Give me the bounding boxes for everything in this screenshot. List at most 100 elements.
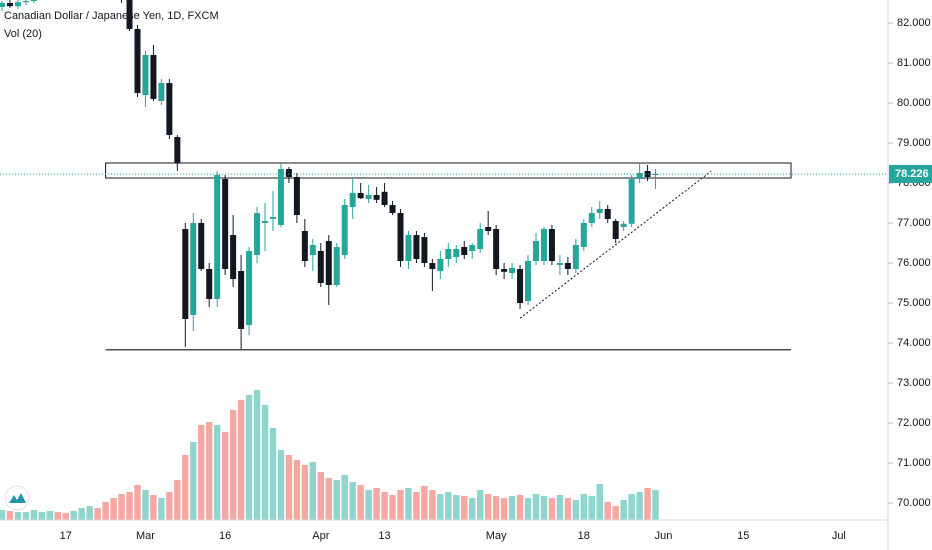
candle-body — [540, 229, 547, 261]
candle-body — [580, 223, 587, 247]
candle-body — [182, 229, 189, 319]
volume-bar — [150, 495, 157, 520]
candle-body — [620, 223, 627, 227]
volume-bar — [453, 495, 460, 520]
volume-bar — [421, 486, 428, 520]
volume-bar — [628, 494, 635, 520]
x-tick-label: Jul — [832, 530, 846, 542]
candle-body — [485, 227, 492, 231]
volume-bar — [110, 498, 117, 520]
resistance-zone — [105, 162, 792, 179]
candle-body — [150, 55, 157, 99]
candle-body — [461, 247, 468, 255]
volume-bar — [46, 511, 54, 520]
x-tick-label: 15 — [737, 530, 749, 542]
volume-bar — [437, 494, 444, 520]
volume-bar — [245, 395, 253, 520]
volume-bar — [357, 485, 364, 520]
candle-body — [214, 175, 221, 299]
candle-body — [158, 83, 165, 101]
candle-body — [596, 209, 603, 213]
x-tick-label: 17 — [60, 530, 72, 542]
volume-bar — [365, 490, 372, 520]
volume-bar — [317, 472, 324, 520]
volume-bar — [596, 484, 603, 520]
volume-bar — [309, 462, 317, 520]
candle-body — [190, 223, 197, 315]
volume-bar — [70, 511, 77, 520]
y-tick-label: 76.000 — [897, 257, 931, 269]
volume-bar — [14, 512, 22, 520]
volume-bar — [389, 495, 396, 520]
volume-bar — [413, 492, 420, 520]
volume-bar — [405, 488, 412, 520]
volume-bar — [102, 502, 109, 520]
candle-body — [365, 195, 372, 199]
candle-body — [349, 193, 356, 207]
candle-body — [652, 173, 659, 175]
volume-bar — [166, 492, 173, 520]
volume-bar — [30, 510, 38, 520]
volume-bar — [556, 495, 564, 520]
plot-area — [0, 0, 888, 520]
volume-bar — [22, 512, 30, 520]
candle-body — [493, 229, 500, 269]
volume-bar — [229, 410, 237, 520]
candle-body — [325, 241, 332, 285]
volume-bar — [269, 428, 277, 520]
x-tick-label: Mar — [136, 530, 155, 542]
volume-bar — [469, 498, 476, 520]
volume-bar — [500, 498, 508, 520]
candle-body — [445, 249, 452, 259]
candle-body — [246, 251, 253, 325]
candle-body — [126, 0, 133, 30]
y-tick-label: 75.000 — [897, 297, 931, 309]
volume-bar — [540, 496, 548, 520]
candle-body — [588, 213, 595, 223]
y-tick-label: 77.000 — [897, 217, 931, 229]
volume-bar — [6, 511, 14, 520]
candle-body — [166, 83, 173, 135]
volume-bar — [158, 498, 165, 520]
candle-body — [644, 171, 651, 177]
volume-bar — [221, 432, 229, 520]
candle-body — [604, 209, 611, 219]
candle-body — [389, 205, 396, 213]
volume-bar — [644, 488, 651, 520]
volume-bar — [54, 512, 61, 520]
volume-bar — [94, 508, 101, 520]
volume-bar — [349, 482, 356, 520]
candle-body — [22, 1, 29, 3]
volume-bar — [524, 498, 532, 520]
candle-body — [357, 193, 364, 199]
volume-bar — [341, 475, 348, 520]
volume-bar — [373, 488, 380, 520]
x-tick-label: 18 — [578, 530, 590, 542]
volume-bar — [253, 390, 261, 520]
volume-bar — [588, 496, 595, 520]
x-tick-label: Jun — [655, 530, 673, 542]
candle-body — [285, 169, 292, 177]
volume-bar — [134, 485, 141, 520]
y-tick-label: 70.000 — [897, 497, 931, 509]
volume-bar — [261, 405, 269, 520]
x-tick-label: 16 — [219, 530, 231, 542]
x-tick-label: Apr — [312, 530, 329, 542]
volume-bar — [461, 496, 468, 520]
candle-body — [254, 213, 261, 255]
volume-bar — [237, 400, 245, 520]
volume-bar — [285, 455, 293, 520]
candle-body — [174, 137, 181, 163]
volume-bar — [636, 492, 643, 520]
volume-bar — [38, 512, 46, 520]
candle-body — [397, 213, 404, 261]
candle-body — [477, 229, 484, 249]
volume-bar — [381, 492, 388, 520]
candle-body — [14, 2, 21, 7]
volume-bar — [62, 513, 69, 520]
volume-bar — [118, 494, 125, 520]
volume-bar — [580, 494, 588, 520]
candle-body — [501, 269, 508, 272]
candle-body — [206, 269, 213, 299]
volume-label: Vol (20) — [4, 28, 42, 40]
